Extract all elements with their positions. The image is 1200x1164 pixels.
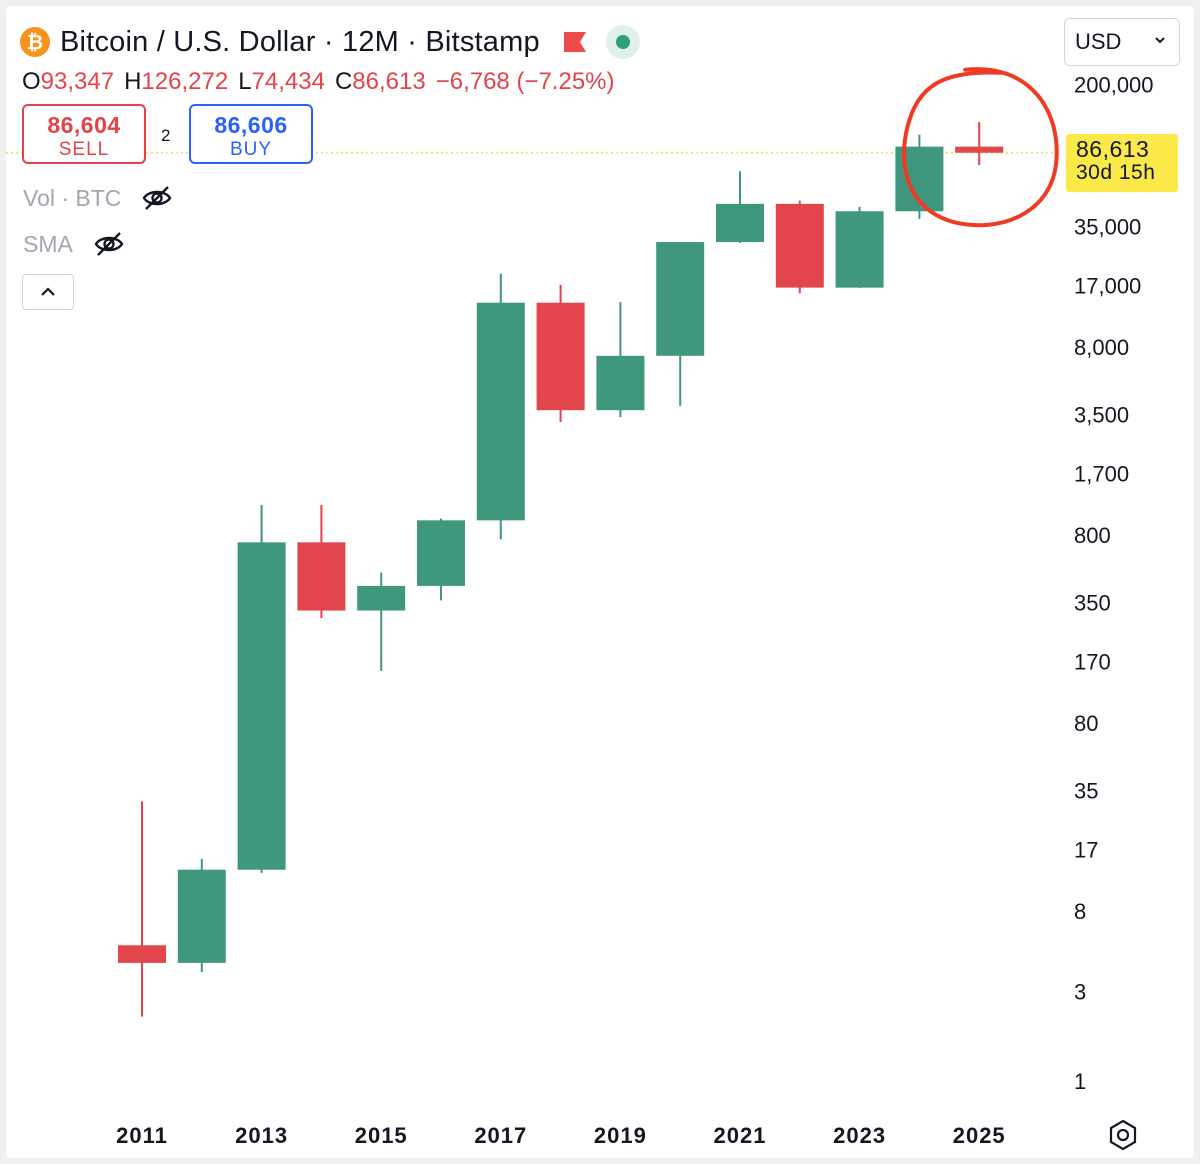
eye-off-icon[interactable] — [93, 230, 125, 258]
last-price-label: 86,613 30d 15h — [1066, 134, 1178, 192]
market-open-dot-icon[interactable] — [605, 25, 640, 59]
candle-body — [835, 211, 884, 288]
x-tick-label: 2013 — [235, 1123, 288, 1148]
x-tick-label: 2017 — [474, 1123, 527, 1148]
close-label: C — [334, 68, 353, 95]
y-tick-label: 800 — [1074, 523, 1111, 548]
currency-value: USD — [1075, 29, 1122, 54]
symbol-title[interactable]: Bitcoin / U.S. Dollar · 12M · Bitstamp — [60, 25, 540, 58]
y-tick-label: 350 — [1074, 591, 1111, 616]
ohlc-values: O93,347 H126,272 L74,434 C86,613 −6,768 (−7.… — [22, 68, 615, 96]
change-value: −6,768 (−7.25%) — [435, 68, 615, 95]
spread-value: 2 — [161, 126, 171, 145]
candle-body — [417, 520, 465, 586]
candle-body — [716, 203, 764, 243]
chevron-down-icon — [1155, 37, 1165, 44]
y-tick-label: 170 — [1074, 650, 1111, 675]
candle-body — [955, 146, 1004, 153]
annotation-circle — [902, 67, 1059, 228]
high-value: 126,272 — [141, 68, 229, 95]
y-tick-label: 17 — [1074, 838, 1098, 863]
symbol-header: ₿ Bitcoin / U.S. Dollar · 12M · Bitstamp — [20, 20, 640, 64]
candle-body — [476, 302, 525, 521]
y-tick-label: 3 — [1074, 979, 1086, 1004]
y-tick-label: 200,000 — [1074, 72, 1154, 97]
x-tick-label: 2023 — [833, 1123, 886, 1148]
candle-body — [297, 542, 346, 611]
chevron-up-icon — [41, 287, 55, 296]
candle-body — [357, 585, 406, 611]
candle-body — [596, 355, 645, 411]
y-tick-label: 1,700 — [1074, 462, 1129, 487]
collapse-legend-button[interactable] — [22, 274, 74, 310]
buy-button[interactable]: 86,606 BUY — [189, 104, 313, 164]
indicator-sma[interactable]: SMA — [23, 230, 125, 258]
y-tick-label: 8,000 — [1074, 335, 1129, 360]
currency-select[interactable]: USD — [1064, 18, 1180, 66]
chart-canvas[interactable]: 200,000 35,000 17,000 8,000 3,500 1,700 800 350… — [6, 6, 1194, 1158]
buy-label: BUY — [229, 139, 273, 160]
y-tick-label: 3,500 — [1074, 403, 1129, 428]
chart-widget: 200,000 35,000 17,000 8,000 3,500 1,700 800 350… — [6, 6, 1194, 1158]
candle-body — [237, 542, 286, 870]
indicator-sma-label: SMA — [23, 230, 73, 257]
indicator-volume-label: Vol · BTC — [23, 184, 122, 211]
candle-body — [775, 203, 824, 288]
flag-icon[interactable] — [562, 30, 588, 54]
open-value: 93,347 — [40, 68, 115, 95]
y-tick-label: 35,000 — [1074, 215, 1141, 240]
y-tick-label: 17,000 — [1074, 274, 1141, 299]
last-price-value: 86,613 — [1076, 136, 1150, 162]
x-tick-label: 2021 — [714, 1123, 767, 1148]
eye-off-icon[interactable] — [141, 184, 173, 212]
y-tick-label: 35 — [1074, 779, 1098, 804]
indicator-volume[interactable]: Vol · BTC — [23, 184, 173, 212]
sell-label: SELL — [58, 139, 110, 160]
close-value: 86,613 — [352, 68, 426, 95]
open-label: O — [22, 68, 41, 95]
low-label: L — [238, 68, 252, 95]
candle-countdown: 30d 15h — [1076, 161, 1156, 184]
y-tick-label: 80 — [1074, 711, 1098, 736]
high-label: H — [124, 68, 142, 95]
settings-icon[interactable] — [1106, 1118, 1140, 1152]
x-tick-label: 2015 — [355, 1123, 408, 1148]
sell-button[interactable]: 86,604 SELL — [22, 104, 146, 164]
x-tick-label: 2025 — [953, 1123, 1006, 1148]
candle-body — [118, 945, 166, 963]
x-tick-label: 2019 — [594, 1123, 647, 1148]
low-value: 74,434 — [251, 68, 325, 95]
y-tick-label: 8 — [1074, 899, 1086, 924]
candle-body — [656, 242, 705, 356]
buy-price: 86,606 — [214, 112, 288, 138]
sell-price: 86,604 — [47, 112, 121, 138]
y-tick-label: 1 — [1074, 1069, 1086, 1094]
candle-body — [177, 869, 226, 963]
bitcoin-icon: ₿ — [20, 27, 50, 57]
candle-body — [536, 302, 585, 411]
x-tick-label: 2011 — [116, 1123, 168, 1148]
